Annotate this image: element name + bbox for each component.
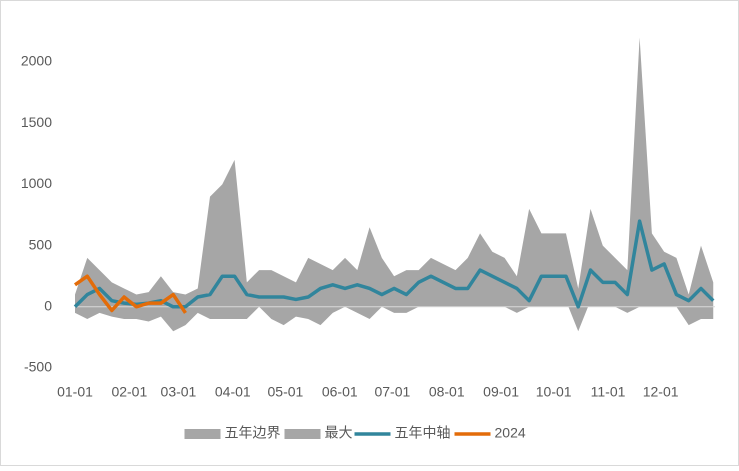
legend-swatch <box>284 429 321 439</box>
legend-label: 五年边界 <box>225 425 281 441</box>
x-tick-label: 03-01 <box>161 384 197 400</box>
legend-label: 五年中轴 <box>395 425 451 441</box>
x-tick-label: 10-01 <box>536 384 572 400</box>
y-tick-label: 1500 <box>21 114 52 130</box>
legend-label: 2024 <box>495 425 526 441</box>
x-tick-label: 04-01 <box>215 384 251 400</box>
y-tick-label: 1000 <box>21 175 52 191</box>
line <box>73 274 187 314</box>
area <box>75 300 714 332</box>
y-tick-label: 2000 <box>21 53 52 69</box>
y-tick-label: -500 <box>24 359 52 375</box>
x-tick-label: 09-01 <box>483 384 519 400</box>
x-tick-label: 06-01 <box>322 384 358 400</box>
legend-label: 最大 <box>325 425 353 441</box>
legend-swatch <box>184 429 221 439</box>
x-tick-label: 11-01 <box>591 384 626 400</box>
y-tick-label: 0 <box>44 298 52 314</box>
x-tick-label: 02-01 <box>111 384 147 400</box>
area <box>75 37 714 307</box>
x-tick-label: 08-01 <box>429 384 465 400</box>
x-tick-label: 07-01 <box>374 384 410 400</box>
x-tick-label: 05-01 <box>268 384 304 400</box>
x-tick-label: 12-01 <box>643 384 679 400</box>
x-tick-label: 01-01 <box>57 384 93 400</box>
y-tick-label: 500 <box>29 236 53 252</box>
